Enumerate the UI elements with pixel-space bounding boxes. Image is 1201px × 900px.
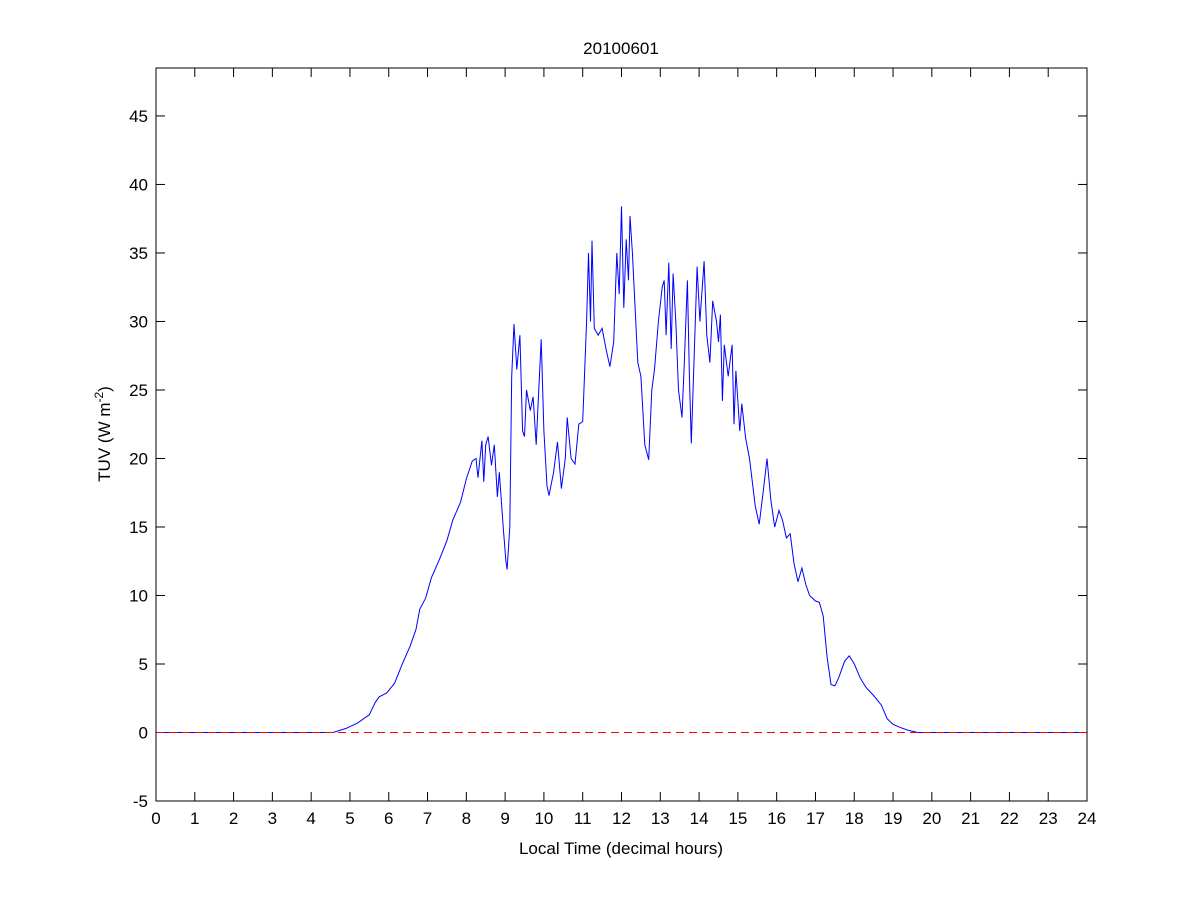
y-tick-label: 5 <box>139 655 148 674</box>
x-tick-label: 15 <box>728 809 747 828</box>
y-tick-label: 0 <box>139 723 148 742</box>
x-tick-label: 24 <box>1078 809 1097 828</box>
x-tick-label: 6 <box>384 809 393 828</box>
x-tick-label: 8 <box>462 809 471 828</box>
plot-series <box>156 206 1087 733</box>
y-tick-label: 25 <box>129 381 148 400</box>
y-tick-label: 10 <box>129 586 148 605</box>
x-tick-label: 1 <box>190 809 199 828</box>
y-axis-label-main: TUV (W m <box>95 403 114 482</box>
x-tick-label: 7 <box>423 809 432 828</box>
axis-ticks: 0 1 2 3 4 5 6 7 8 9 10 11 12 13 14 15 16 17 18 19 20 21 22 23 24… <box>129 68 1096 828</box>
x-tick-label: 18 <box>845 809 864 828</box>
tuv-series-line <box>156 206 1087 733</box>
x-tick-label: 19 <box>884 809 903 828</box>
x-tick-label: 22 <box>1000 809 1019 828</box>
y-tick-label: -5 <box>133 792 148 811</box>
y-axis-label-end: ) <box>95 386 114 392</box>
x-tick-label: 23 <box>1039 809 1058 828</box>
y-tick-label: 40 <box>129 175 148 194</box>
plot-frame <box>155 67 1088 802</box>
x-tick-label: 16 <box>767 809 786 828</box>
x-tick-label: 3 <box>268 809 277 828</box>
x-tick-label: 13 <box>651 809 670 828</box>
x-axis-label: Local Time (decimal hours) <box>519 839 723 858</box>
y-axis-label-superscript: -2 <box>92 392 106 403</box>
y-axis-label: TUV (W m-2) <box>92 386 114 482</box>
x-tick-label: 21 <box>961 809 980 828</box>
x-tick-label: 9 <box>500 809 509 828</box>
y-tick-label: 20 <box>129 449 148 468</box>
chart-title: 20100601 <box>583 39 659 58</box>
x-tick-label: 10 <box>534 809 553 828</box>
x-tick-label: 4 <box>306 809 315 828</box>
x-tick-label: 2 <box>229 809 238 828</box>
x-tick-label: 5 <box>345 809 354 828</box>
y-tick-label: 30 <box>129 312 148 331</box>
y-tick-label: 45 <box>129 107 148 126</box>
x-tick-label: 0 <box>151 809 160 828</box>
x-tick-label: 11 <box>574 809 592 828</box>
y-tick-label: 15 <box>129 518 148 537</box>
x-tick-label: 12 <box>612 809 631 828</box>
x-tick-label: 17 <box>806 809 825 828</box>
y-tick-label: 35 <box>129 244 148 263</box>
x-tick-label: 20 <box>922 809 941 828</box>
x-tick-label: 14 <box>690 809 709 828</box>
